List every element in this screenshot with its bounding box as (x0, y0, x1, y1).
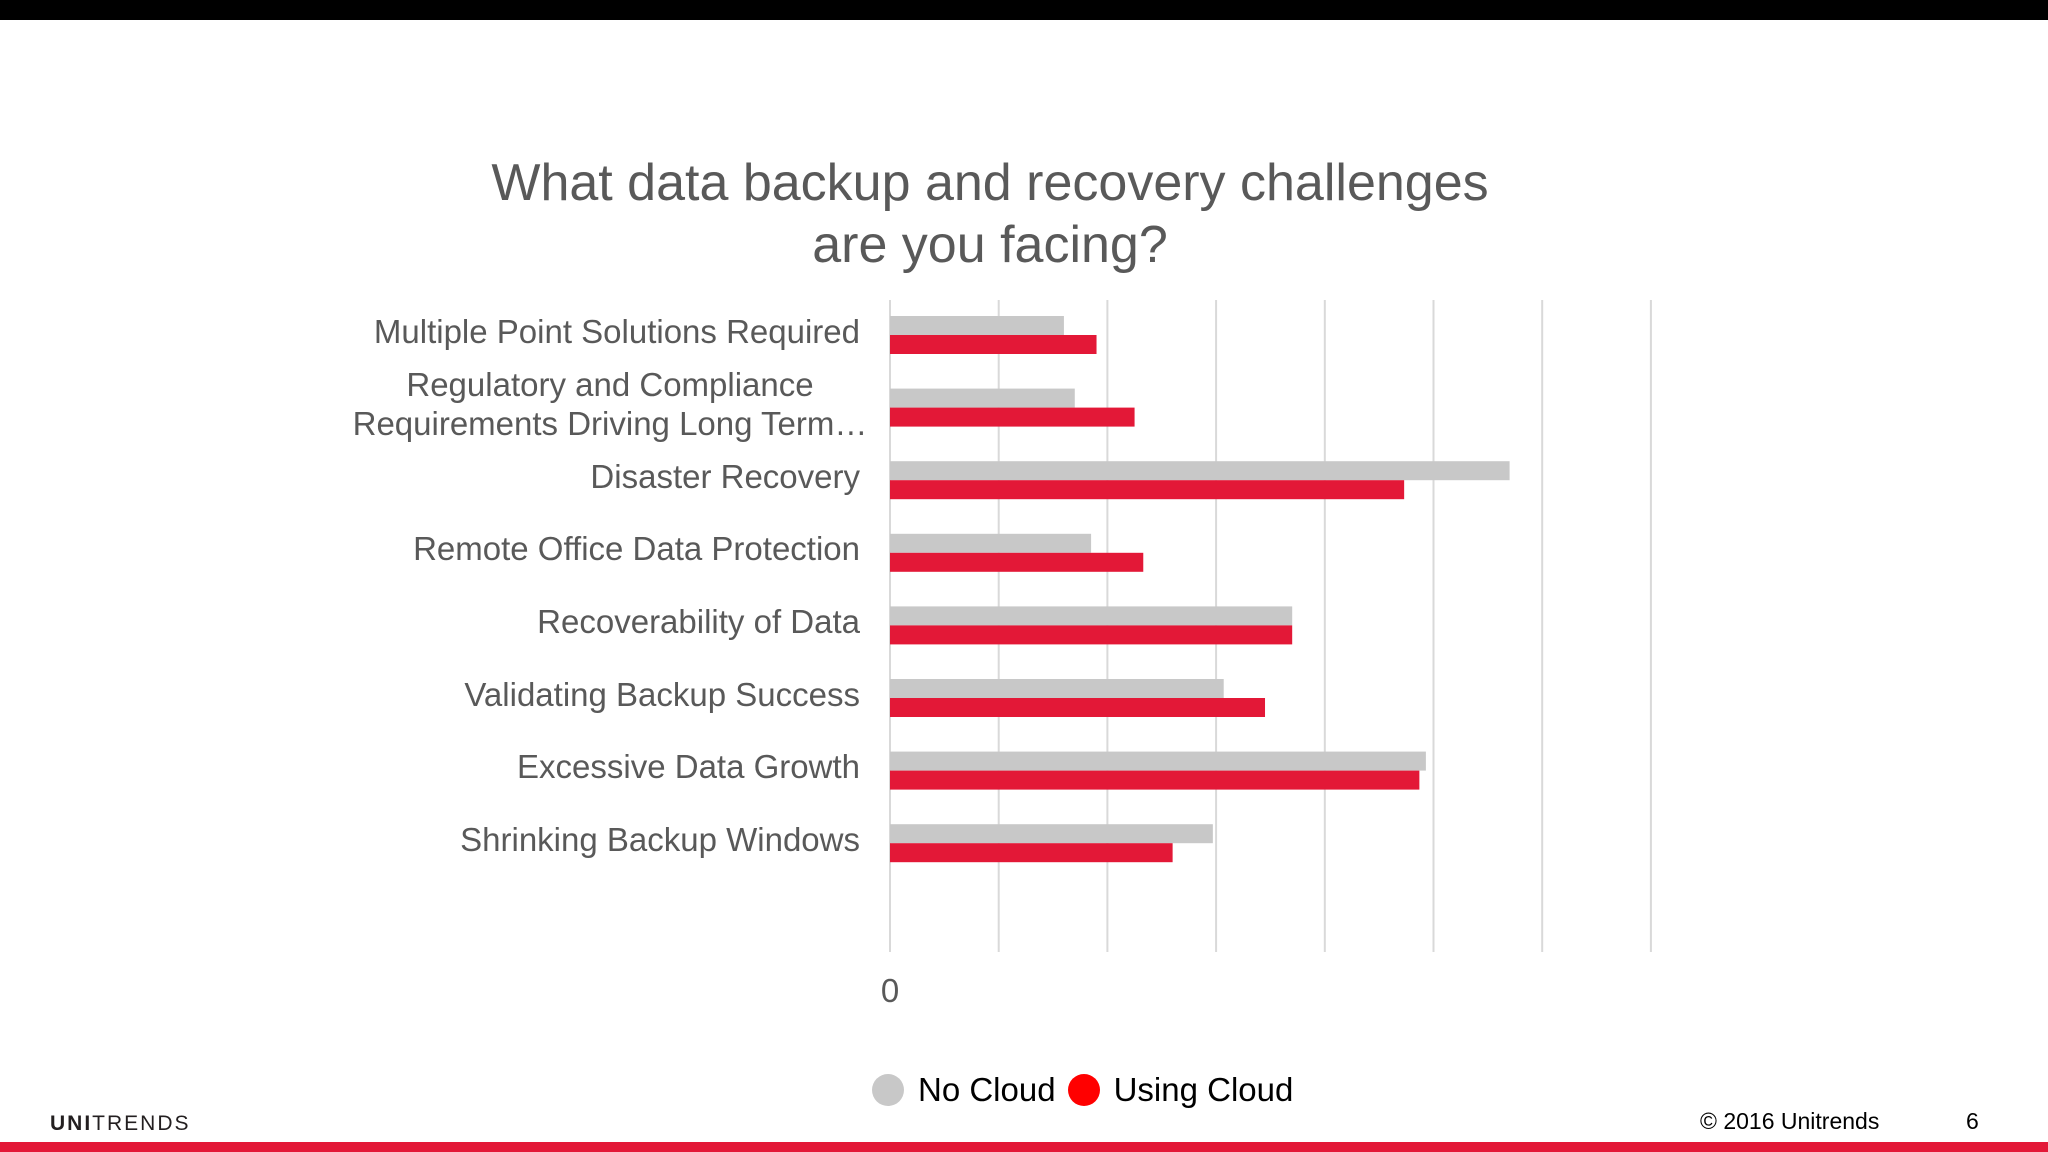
category-label: Validating Backup Success (340, 675, 860, 714)
bar-no-cloud (890, 533, 1092, 553)
category-label-line: Regulatory and Compliance (406, 365, 814, 403)
bar-using-cloud (890, 335, 1097, 354)
category-label: Disaster Recovery (340, 457, 860, 496)
legend-item-no-cloud: No Cloud (872, 1071, 1056, 1109)
category-label-line: Multiple Point Solutions Required (373, 312, 860, 350)
legend-label-no-cloud: No Cloud (918, 1071, 1056, 1108)
bar-no-cloud (890, 461, 1510, 481)
category-label-line: Recoverability of Data (537, 602, 860, 640)
bottom-accent-bar (0, 1142, 2048, 1152)
category-label-line: Requirements Driving Long Term… (352, 404, 868, 442)
x-tick-label: 0 (880, 972, 900, 1009)
chart-title-line-1: What data backup and recovery challenges (491, 154, 1489, 212)
page-number: 6 (1966, 1108, 1979, 1134)
bar-using-cloud (890, 843, 1173, 863)
category-label-line: Shrinking Backup Windows (460, 820, 860, 858)
bar-no-cloud (890, 679, 1224, 698)
top-bar (0, 0, 2048, 20)
category-label: Multiple Point Solutions Required (340, 312, 860, 351)
legend: No Cloud Using Cloud (872, 1068, 1305, 1112)
category-label: Regulatory and Compliance Requirements Dr… (350, 365, 870, 443)
bar-using-cloud (890, 480, 1405, 500)
category-label-line: Remote Office Data Protection (413, 530, 860, 568)
chart-title: What data backup and recovery challenges… (330, 152, 1650, 276)
bar-using-cloud (890, 770, 1420, 790)
category-label-line: Validating Backup Success (464, 675, 860, 713)
category-label: Shrinking Backup Windows (340, 820, 860, 859)
bar-no-cloud (890, 316, 1064, 335)
legend-item-using-cloud: Using Cloud (1067, 1071, 1294, 1109)
chart-title-line-2: are you facing? (812, 216, 1168, 274)
bar-no-cloud (890, 751, 1426, 771)
category-label: Recoverability of Data (340, 602, 860, 641)
bar-no-cloud (890, 824, 1213, 844)
bar-using-cloud (890, 407, 1135, 427)
category-label-line: Excessive Data Growth (517, 748, 860, 786)
unitrends-logo: UNITRENDS (50, 1112, 191, 1135)
bar-using-cloud (890, 552, 1144, 572)
bar-no-cloud (890, 606, 1293, 626)
legend-dot-using-cloud (1067, 1074, 1100, 1106)
category-label: Remote Office Data Protection (340, 529, 860, 568)
bar-using-cloud (890, 698, 1266, 717)
bar-no-cloud (890, 388, 1075, 408)
bar-using-cloud (890, 625, 1293, 645)
legend-label-using-cloud: Using Cloud (1113, 1071, 1294, 1108)
category-label-line: Disaster Recovery (590, 457, 860, 495)
category-label: Excessive Data Growth (340, 747, 860, 786)
legend-dot-no-cloud (872, 1074, 904, 1106)
copyright-text: © 2016 Unitrends (1700, 1108, 1880, 1134)
